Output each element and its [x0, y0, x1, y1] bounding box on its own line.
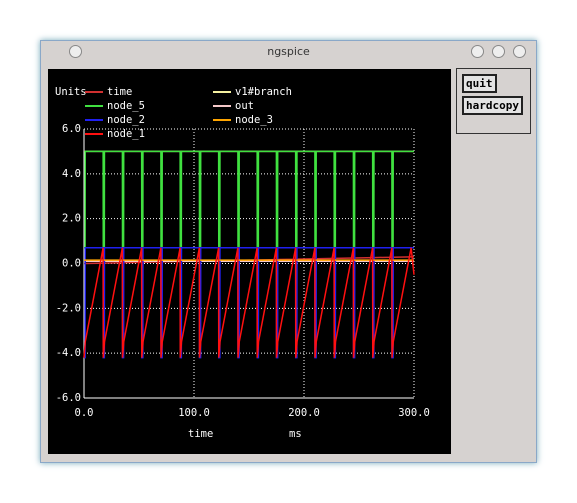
legend-label: node_5: [107, 100, 145, 112]
y-tick-label: 2.0: [62, 213, 81, 225]
y-tick-label: -6.0: [56, 392, 81, 404]
plot: Units time ms -6.0 -4.0 -2.0 0.0 2.0 4.0 6.0 0.…: [48, 69, 451, 454]
legend-label: time: [107, 86, 132, 98]
button-panel: quit hardcopy: [456, 68, 531, 134]
maximize-button[interactable]: [492, 45, 505, 58]
series-line: [83, 247, 415, 358]
x-unit-label: ms: [289, 428, 302, 440]
y-tick-label: 4.0: [62, 168, 81, 180]
quit-button[interactable]: quit: [462, 74, 497, 93]
window-title: ngspice: [267, 45, 310, 58]
x-tick-label: 300.0: [398, 407, 430, 419]
y-tick-label: -2.0: [56, 302, 81, 314]
legend-label: node_3: [235, 114, 273, 126]
hardcopy-button[interactable]: hardcopy: [462, 96, 523, 115]
menu-button[interactable]: [69, 45, 82, 58]
legend-label: out: [235, 100, 254, 112]
y-tick-label: 6.0: [62, 123, 81, 135]
title-bar: ngspice: [41, 41, 536, 63]
legend-label: v1#branch: [235, 86, 292, 98]
legend-label: node_1: [107, 128, 145, 140]
x-tick-label: 0.0: [75, 407, 94, 419]
minimize-button[interactable]: [471, 45, 484, 58]
y-axis-label: Units: [55, 86, 87, 98]
legend-label: node_2: [107, 114, 145, 126]
x-tick-label: 100.0: [178, 407, 210, 419]
close-button[interactable]: [513, 45, 526, 58]
y-tick-label: -4.0: [56, 347, 81, 359]
x-tick-label: 200.0: [288, 407, 320, 419]
window: ngspice quit hardcopy Units time ms -6.0…: [40, 40, 537, 463]
x-axis-label: time: [188, 428, 213, 440]
y-tick-label: 0.0: [62, 258, 81, 270]
